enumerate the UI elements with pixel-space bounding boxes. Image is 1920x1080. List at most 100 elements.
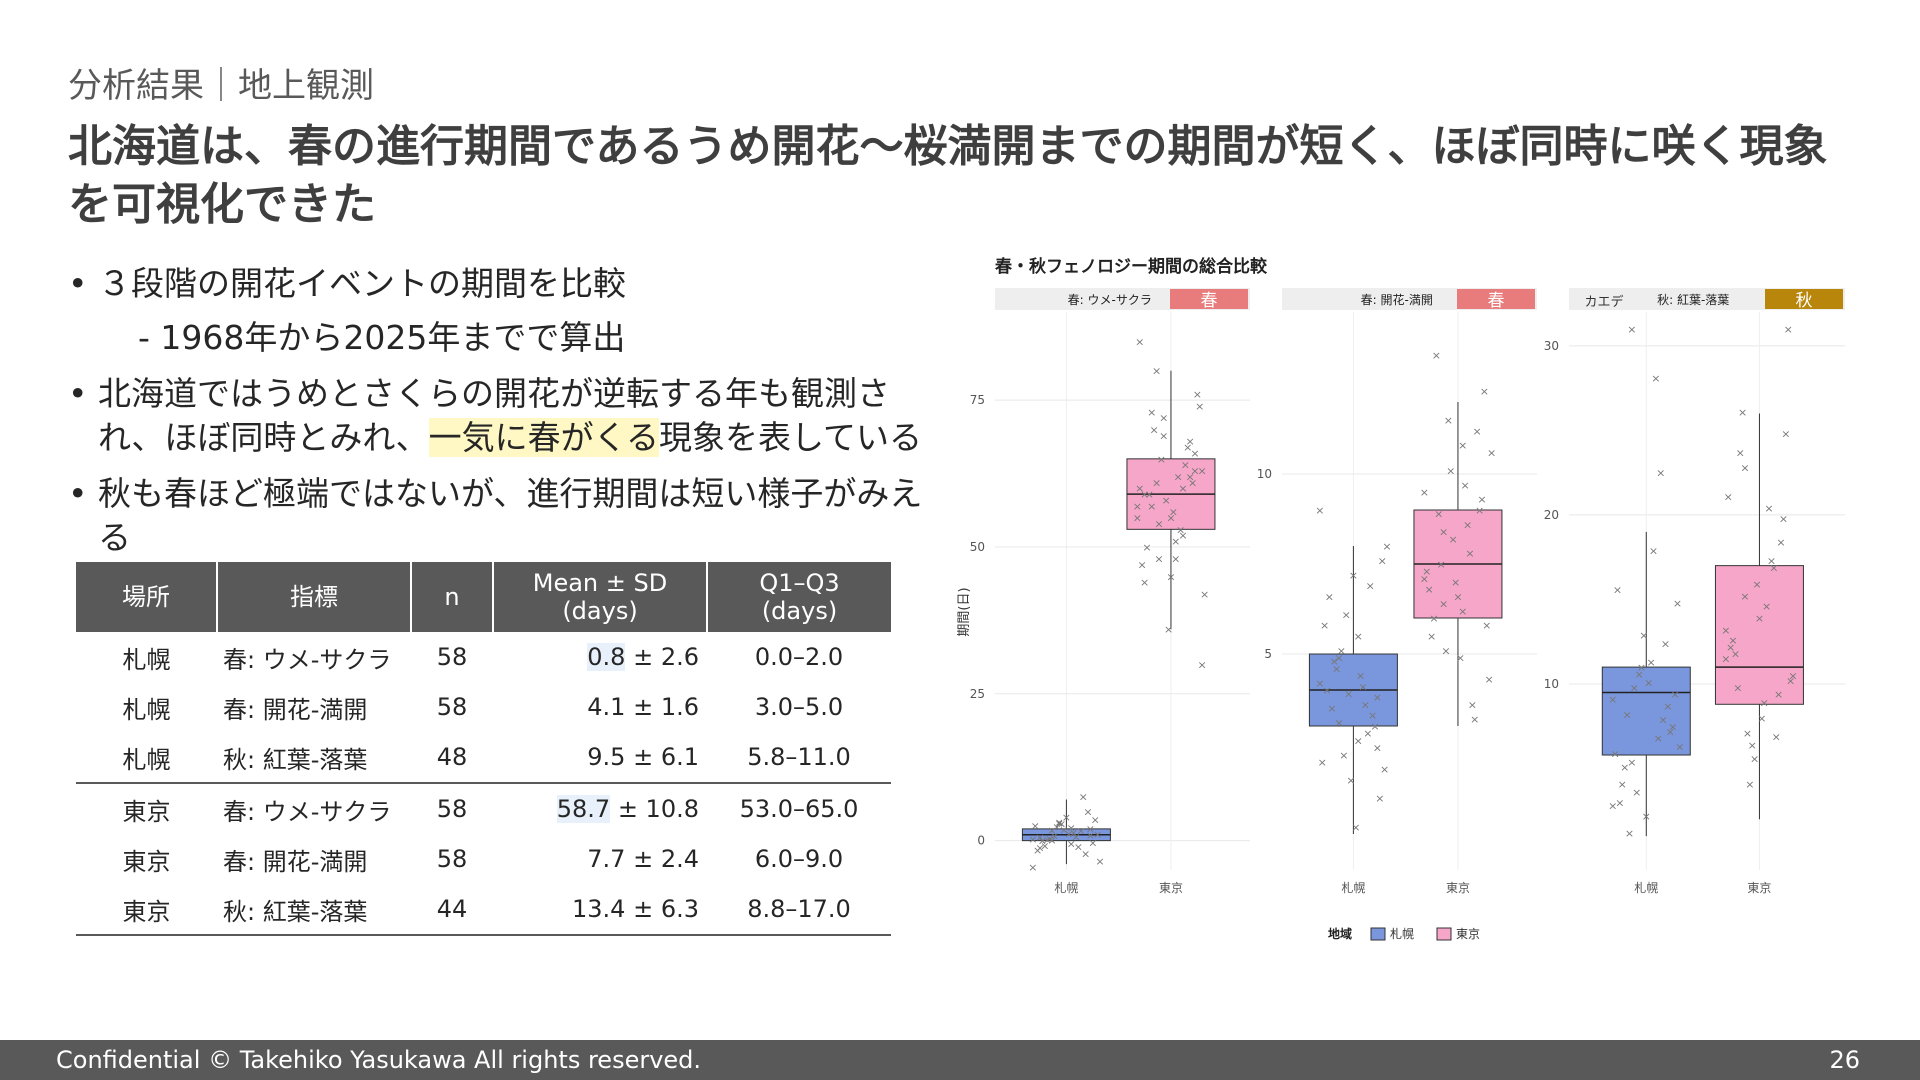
data-point: × — [1356, 670, 1365, 683]
data-point: × — [1740, 590, 1749, 603]
data-point: × — [1315, 504, 1324, 517]
col-header-place: 場所 — [76, 562, 218, 632]
bullet-text: 秋も春ほど極端ではないが、進行期間は短い様子がみえる — [98, 474, 923, 557]
data-point: × — [1164, 623, 1173, 636]
data-point: × — [1198, 658, 1207, 671]
data-point: × — [1468, 698, 1477, 711]
data-point: × — [1330, 655, 1339, 668]
cell-n: 58 — [436, 643, 468, 671]
data-point: × — [1453, 590, 1462, 603]
data-point: × — [1091, 813, 1100, 826]
bullet-item: ３段階の開花イベントの期間を比較 — [68, 262, 948, 306]
data-point: × — [1762, 600, 1771, 613]
data-point: × — [1615, 796, 1624, 809]
cell-q1-q3: 8.8–17.0 — [707, 884, 891, 936]
table-body: 札幌 春: ウメ-サクラ 58 0.8 ± 2.6 0.0–2.0 札幌 春: 開花-満開 5… — [76, 632, 891, 936]
data-point: × — [1093, 828, 1102, 841]
data-point: × — [1047, 834, 1056, 847]
cell-mean-sd: 4.1 ± 1.6 — [493, 682, 707, 732]
data-point: × — [1322, 684, 1331, 697]
data-point: × — [1728, 634, 1737, 647]
data-point: × — [1439, 598, 1448, 611]
cell-place: 東京 — [76, 782, 217, 834]
bullet-subtext: - 1968年から2025年までで算出 — [138, 318, 626, 357]
data-point: × — [1150, 423, 1159, 436]
data-point: × — [1757, 712, 1766, 725]
cell-place: 東京 — [76, 884, 217, 936]
data-point: × — [1748, 739, 1757, 752]
col-header-metric: 指標 — [217, 562, 412, 632]
data-point: × — [1188, 476, 1197, 489]
cell-mean-sd: 7.7 ± 2.4 — [493, 834, 707, 884]
data-point: × — [1162, 494, 1171, 507]
data-point: × — [1420, 486, 1429, 499]
data-point: × — [1425, 583, 1434, 596]
slide-title: 北海道は、春の進行期間であるうめ開花〜桜満開までの期間が短く、ほぼ同時に咲く現象… — [68, 121, 1828, 230]
x-tick-label: 札幌 — [1634, 880, 1658, 895]
panel-strip-label: 秋: 紅葉-落葉 — [1657, 293, 1729, 307]
bullet-list: ３段階の開花イベントの期間を比較 - 1968年から2025年までで算出 北海道… — [68, 262, 948, 572]
data-point: × — [1781, 428, 1790, 441]
x-tick-label: 東京 — [1446, 881, 1470, 895]
data-point: × — [1135, 482, 1144, 495]
y-tick-label: 50 — [970, 540, 985, 554]
cell-sd: ± 10.8 — [610, 795, 699, 823]
cell-mean: 7.7 — [587, 845, 626, 873]
cell-metric: 春: 開花-満開 — [223, 847, 368, 876]
data-point: × — [1358, 680, 1367, 693]
data-point: × — [1133, 512, 1142, 525]
data-point: × — [1062, 811, 1071, 824]
cell-n: 58 — [411, 782, 493, 834]
cell-metric: 春: ウメ-サクラ — [217, 782, 411, 834]
data-point: × — [1475, 504, 1484, 517]
cell-metric: 秋: 紅葉-落葉 — [217, 884, 411, 936]
table-row: 札幌 春: 開花-満開 58 4.1 ± 1.6 3.0–5.0 — [76, 682, 891, 732]
legend-label: 札幌 — [1390, 926, 1414, 941]
data-point: × — [1779, 512, 1788, 525]
bullet-item: 北海道ではうめとさくらの開花が逆転する年も観測され、ほぼ同時とみれ、一気に春がく… — [68, 372, 948, 460]
data-point: × — [1028, 833, 1037, 846]
data-point: × — [1458, 605, 1467, 618]
data-point: × — [1157, 453, 1166, 466]
cell-q1-q3: 53.0–65.0 — [707, 782, 891, 834]
stats-table: 場所 指標 n Mean ± SD (days) Q1–Q3 (days) 札幌… — [76, 562, 891, 936]
data-point: × — [1055, 817, 1064, 830]
data-point: × — [1610, 747, 1619, 760]
data-point: × — [1057, 818, 1066, 831]
season-tag-label: 春 — [1488, 291, 1505, 311]
data-point: × — [1028, 861, 1037, 874]
data-point: × — [1658, 714, 1667, 727]
data-point: × — [1774, 688, 1783, 701]
data-point: × — [1656, 467, 1665, 480]
data-point: × — [1342, 608, 1351, 621]
data-point: × — [1429, 612, 1438, 625]
bullet-text: 北海道ではうめとさくらの開花が逆転する年も観測され、ほぼ同時とみれ、 — [98, 374, 890, 457]
data-point: × — [1086, 822, 1095, 835]
data-point: × — [1767, 555, 1776, 568]
data-point: × — [1639, 629, 1648, 642]
data-point: × — [1035, 842, 1044, 855]
data-point: × — [1618, 778, 1627, 791]
y-axis-label: 期間(日) — [957, 587, 972, 636]
season-tag — [1457, 289, 1535, 309]
col-header-n: n — [411, 562, 494, 632]
data-point: × — [1724, 490, 1733, 503]
y-tick-label: 20 — [1544, 508, 1559, 522]
data-point: × — [1456, 652, 1465, 665]
data-point: × — [1069, 826, 1078, 839]
data-point: × — [1176, 523, 1185, 536]
data-point: × — [1634, 668, 1643, 681]
data-point: × — [1332, 662, 1341, 675]
data-point: × — [1334, 652, 1343, 665]
data-point: × — [1482, 619, 1491, 632]
cell-place: 札幌 — [122, 745, 171, 774]
data-point: × — [1434, 508, 1443, 521]
data-point: × — [1186, 435, 1195, 448]
legend-swatch-tokyo — [1436, 927, 1452, 941]
data-point: × — [1485, 673, 1494, 686]
x-tick-label: 札幌 — [1341, 880, 1365, 895]
data-point: × — [1738, 406, 1747, 419]
data-point: × — [1477, 493, 1486, 506]
data-point: × — [1154, 553, 1163, 566]
